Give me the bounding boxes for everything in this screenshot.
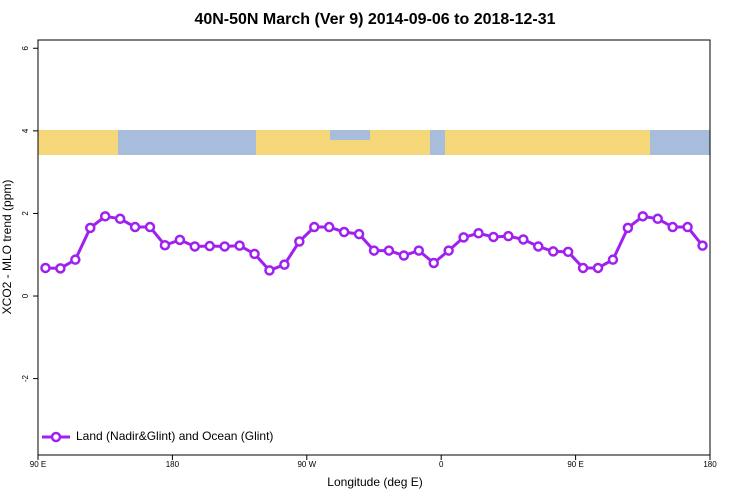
point (174, 234, 186, 246)
legend-label: Land (Nadir&Glint) and Ocean (Glint) (76, 429, 273, 443)
y-tick-label: 2 (21, 211, 30, 216)
plot-frame (37, 39, 711, 456)
series-line (45, 214, 704, 273)
x-axis-label: Longitude (deg E) (327, 475, 422, 489)
point (249, 248, 260, 260)
point (562, 246, 574, 258)
point (443, 245, 454, 256)
point (667, 221, 678, 233)
point (279, 259, 290, 270)
point (622, 222, 634, 234)
point (55, 263, 66, 274)
x-tick-label: 90 E (30, 460, 46, 469)
point (144, 221, 156, 233)
point (398, 250, 410, 261)
point (577, 262, 589, 274)
point (204, 240, 215, 252)
y-tick-label: 0 (21, 293, 30, 298)
point (309, 221, 320, 233)
point (189, 241, 201, 252)
point (159, 239, 171, 251)
y-tick-label: 4 (21, 128, 30, 133)
point (368, 245, 380, 256)
point (40, 262, 51, 274)
map-strip (38, 130, 710, 155)
point (503, 230, 514, 242)
point (637, 211, 649, 222)
point (85, 222, 96, 234)
point (473, 228, 484, 239)
point (533, 241, 544, 252)
point (652, 213, 663, 225)
land (445, 130, 650, 155)
point (413, 245, 425, 256)
legend-marker (50, 431, 62, 443)
point (547, 246, 559, 257)
ocean (330, 130, 370, 140)
land (38, 130, 118, 155)
point (338, 226, 350, 238)
point (99, 211, 111, 222)
point (234, 240, 245, 251)
point (682, 221, 693, 233)
y-tick-label: 6 (21, 45, 30, 50)
x-tick-label: 180 (166, 460, 180, 469)
point (488, 231, 499, 243)
point (323, 221, 335, 233)
y-axis-label: XCO2 - MLO trend (ppm) (0, 180, 14, 315)
y-tick-label: -2 (21, 375, 30, 383)
point (428, 257, 439, 269)
point (353, 228, 365, 240)
point (129, 221, 141, 233)
point (294, 236, 305, 247)
point (383, 245, 395, 256)
point (70, 254, 81, 265)
point (697, 240, 708, 251)
point (518, 234, 529, 245)
point (592, 262, 604, 274)
point (607, 254, 619, 265)
chart-title: 40N-50N March (Ver 9) 2014-09-06 to 2018… (194, 11, 555, 28)
x-tick-label: 90 E (567, 460, 583, 469)
point (264, 265, 275, 276)
x-tick-label: 90 W (297, 460, 316, 469)
point (114, 213, 126, 225)
point (458, 232, 469, 243)
point (219, 241, 230, 252)
x-tick-label: 180 (703, 460, 717, 469)
x-tick-label: 0 (439, 460, 444, 469)
